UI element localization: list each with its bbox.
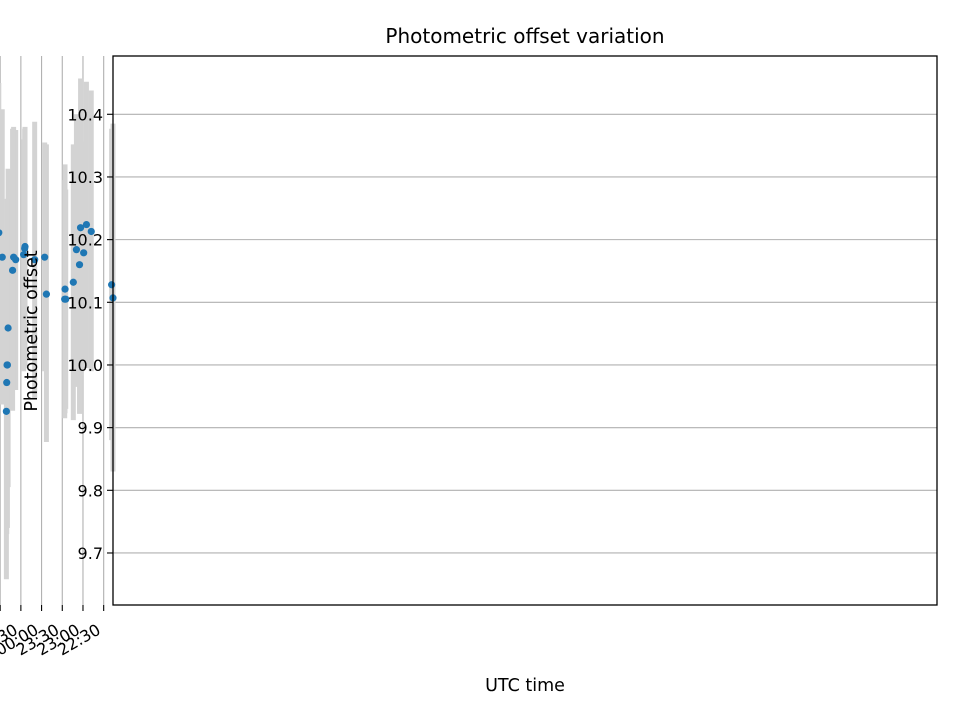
y-tick-label: 10.0 — [67, 356, 103, 375]
data-point — [72, 246, 81, 254]
data-point — [75, 261, 84, 269]
data-point — [8, 266, 17, 274]
data-point — [0, 229, 3, 237]
data-point — [80, 249, 88, 257]
data-point — [10, 253, 18, 261]
x-axis-label: UTC time — [485, 676, 565, 696]
chart-title: Photometric offset variation — [385, 24, 664, 48]
y-tick-label: 9.8 — [78, 481, 103, 500]
y-tick-label: 10.2 — [67, 231, 103, 250]
data-point — [61, 295, 69, 303]
y-tick-label: 10.4 — [67, 105, 103, 124]
data-point — [20, 251, 28, 259]
y-tick-label: 9.7 — [78, 544, 103, 563]
data-point — [21, 244, 29, 253]
y-tick-label: 10.1 — [67, 293, 103, 312]
data-point — [82, 220, 91, 229]
data-point — [2, 407, 10, 415]
data-point — [42, 290, 51, 298]
y-axis-label: Photometric offset — [22, 250, 42, 411]
data-point — [41, 253, 49, 261]
plot-frame — [112, 55, 938, 606]
data-point — [31, 256, 39, 264]
y-axis-ticks: 9.7 9.8 9.9 10.0 10.1 10.2 10.3 10.4 — [67, 105, 113, 563]
data-point — [87, 227, 95, 236]
data-point — [3, 361, 11, 369]
data-point — [69, 278, 77, 286]
data-point — [3, 378, 11, 387]
data-points — [0, 220, 117, 415]
data-point — [0, 253, 6, 261]
data-point — [108, 281, 116, 289]
y-tick-label: 9.9 — [78, 419, 103, 438]
data-point — [76, 224, 85, 232]
data-point — [4, 324, 12, 332]
data-point — [61, 285, 69, 293]
y-tick-label: 10.3 — [67, 168, 103, 187]
